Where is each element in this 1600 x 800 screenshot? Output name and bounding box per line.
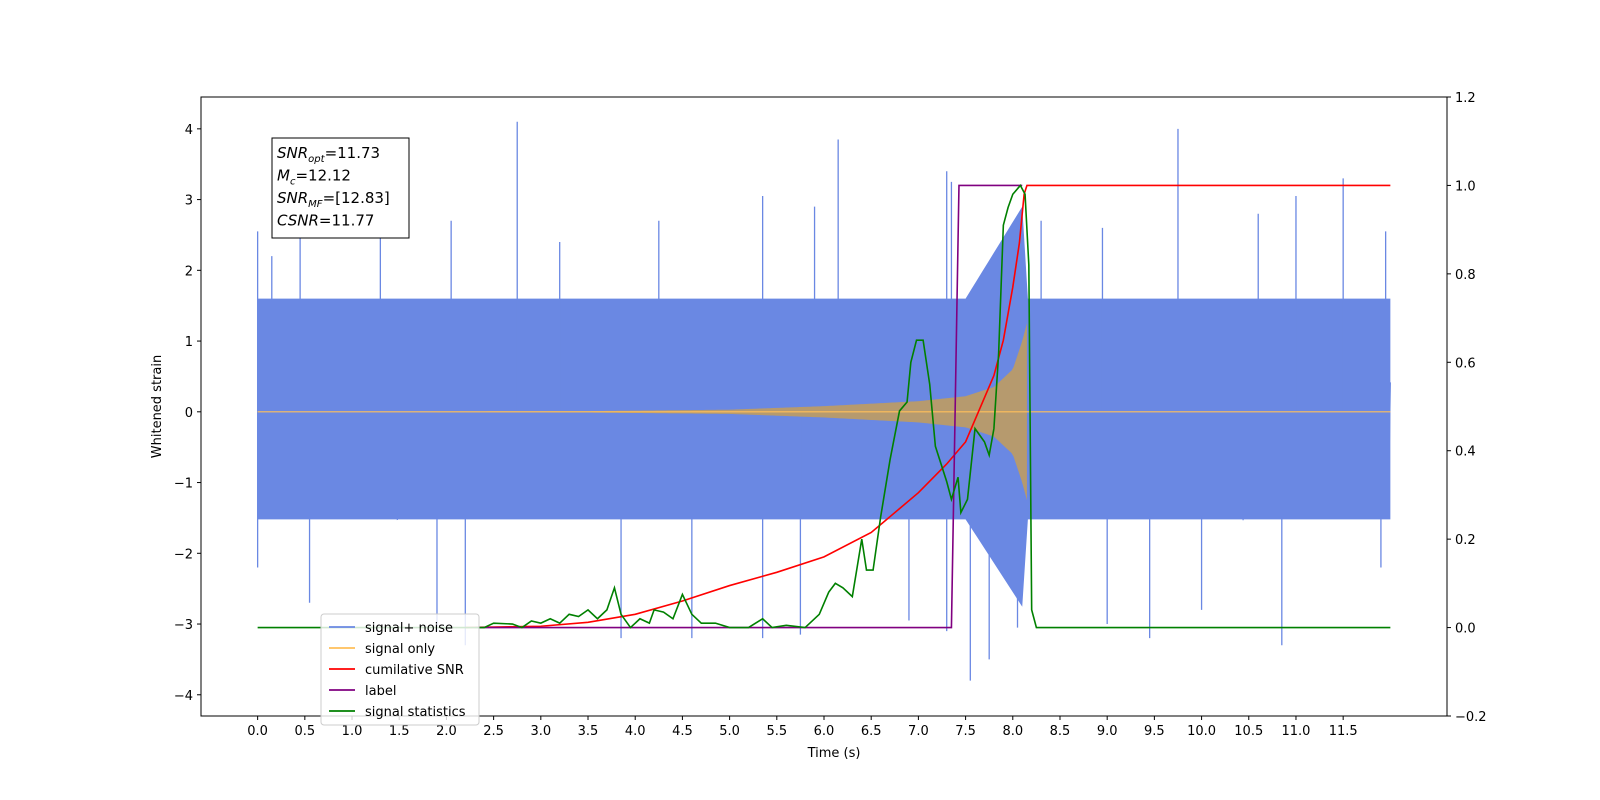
x-tick-label: 9.5 (1144, 724, 1165, 739)
x-tick-label: 7.0 (908, 724, 929, 739)
x-tick-label: 4.5 (672, 724, 693, 739)
y-tick-label: −3 (174, 618, 193, 633)
x-tick-label: 4.0 (625, 724, 646, 739)
x-tick-label: 1.5 (389, 724, 410, 739)
annotation-line: SNRMF=[12.83] (277, 189, 390, 210)
x-tick-label: 6.0 (814, 724, 835, 739)
y-tick-label: 1 (185, 335, 193, 350)
x-tick-label: 8.5 (1050, 724, 1071, 739)
legend-entry: signal+ noise (329, 621, 453, 636)
y2-tick-label: 0.2 (1455, 533, 1476, 548)
x-tick-label: 2.0 (436, 724, 457, 739)
y2-tick-label: 0.4 (1455, 445, 1476, 460)
x-axis-title: Time (s) (807, 746, 861, 761)
x-tick-label: 11.0 (1281, 724, 1310, 739)
legend-entry: signal statistics (329, 705, 466, 720)
x-tick-label: 10.5 (1234, 724, 1263, 739)
y2-tick-label: 1.2 (1455, 91, 1476, 106)
x-tick-label: 5.5 (766, 724, 787, 739)
y2-tick-label: 0.8 (1455, 268, 1476, 283)
series-signal-noise (256, 121, 1391, 681)
series-signal-only (257, 323, 1391, 501)
label-line (474, 184, 1023, 629)
y-tick-label: 0 (185, 406, 193, 421)
annotation-line: SNRopt=11.73 (277, 144, 380, 165)
x-tick-label: 5.0 (719, 724, 740, 739)
x-tick-label: 1.0 (342, 724, 363, 739)
x-tick-label: 8.0 (1002, 724, 1023, 739)
annotation-box (271, 137, 410, 239)
y-tick-label: 2 (185, 264, 193, 279)
x-tick-label: 6.5 (861, 724, 882, 739)
x-tick-label: 0.0 (247, 724, 268, 739)
legend-label: cumilative SNR (365, 663, 464, 678)
legend-entry: signal only (329, 642, 435, 657)
legend-entry: cumilative SNR (329, 663, 464, 678)
signal-statistics-line (257, 184, 1391, 629)
series-signal-statistics (257, 184, 1391, 629)
y-axis-title: Whitened strain (150, 355, 165, 458)
legend-label: signal+ noise (365, 621, 453, 636)
series-label (474, 184, 1023, 629)
legend-label: signal statistics (365, 705, 466, 720)
y-tick-label: −1 (174, 477, 193, 492)
legend-label: signal only (365, 642, 435, 657)
x-tick-label: 11.5 (1329, 724, 1358, 739)
y-tick-label: −2 (174, 547, 193, 562)
series-cumilative-snr (465, 184, 1391, 629)
y-tick-label: 3 (185, 194, 193, 209)
x-tick-label: 3.0 (530, 724, 551, 739)
x-tick-label: 2.5 (483, 724, 504, 739)
legend-box (320, 613, 480, 726)
y2-tick-label: 0.6 (1455, 356, 1476, 371)
x-tick-label: 9.0 (1097, 724, 1118, 739)
y2-tick-label: 0.0 (1455, 622, 1476, 637)
x-tick-label: 0.5 (294, 724, 315, 739)
annotation-line: Mc=12.12 (277, 167, 351, 188)
y2-tick-label: 1.0 (1455, 179, 1476, 194)
x-tick-label: 7.5 (955, 724, 976, 739)
x-tick-label: 3.5 (578, 724, 599, 739)
y-tick-label: 4 (185, 123, 193, 138)
annotation-line: CSNR=11.77 (277, 212, 374, 230)
cumilative-snr-line (465, 184, 1391, 629)
y2-tick-label: −0.2 (1455, 710, 1487, 725)
x-tick-label: 10.0 (1187, 724, 1216, 739)
legend-label: label (365, 684, 396, 699)
y-tick-label: −4 (174, 689, 193, 704)
legend-entry: label (329, 684, 396, 699)
